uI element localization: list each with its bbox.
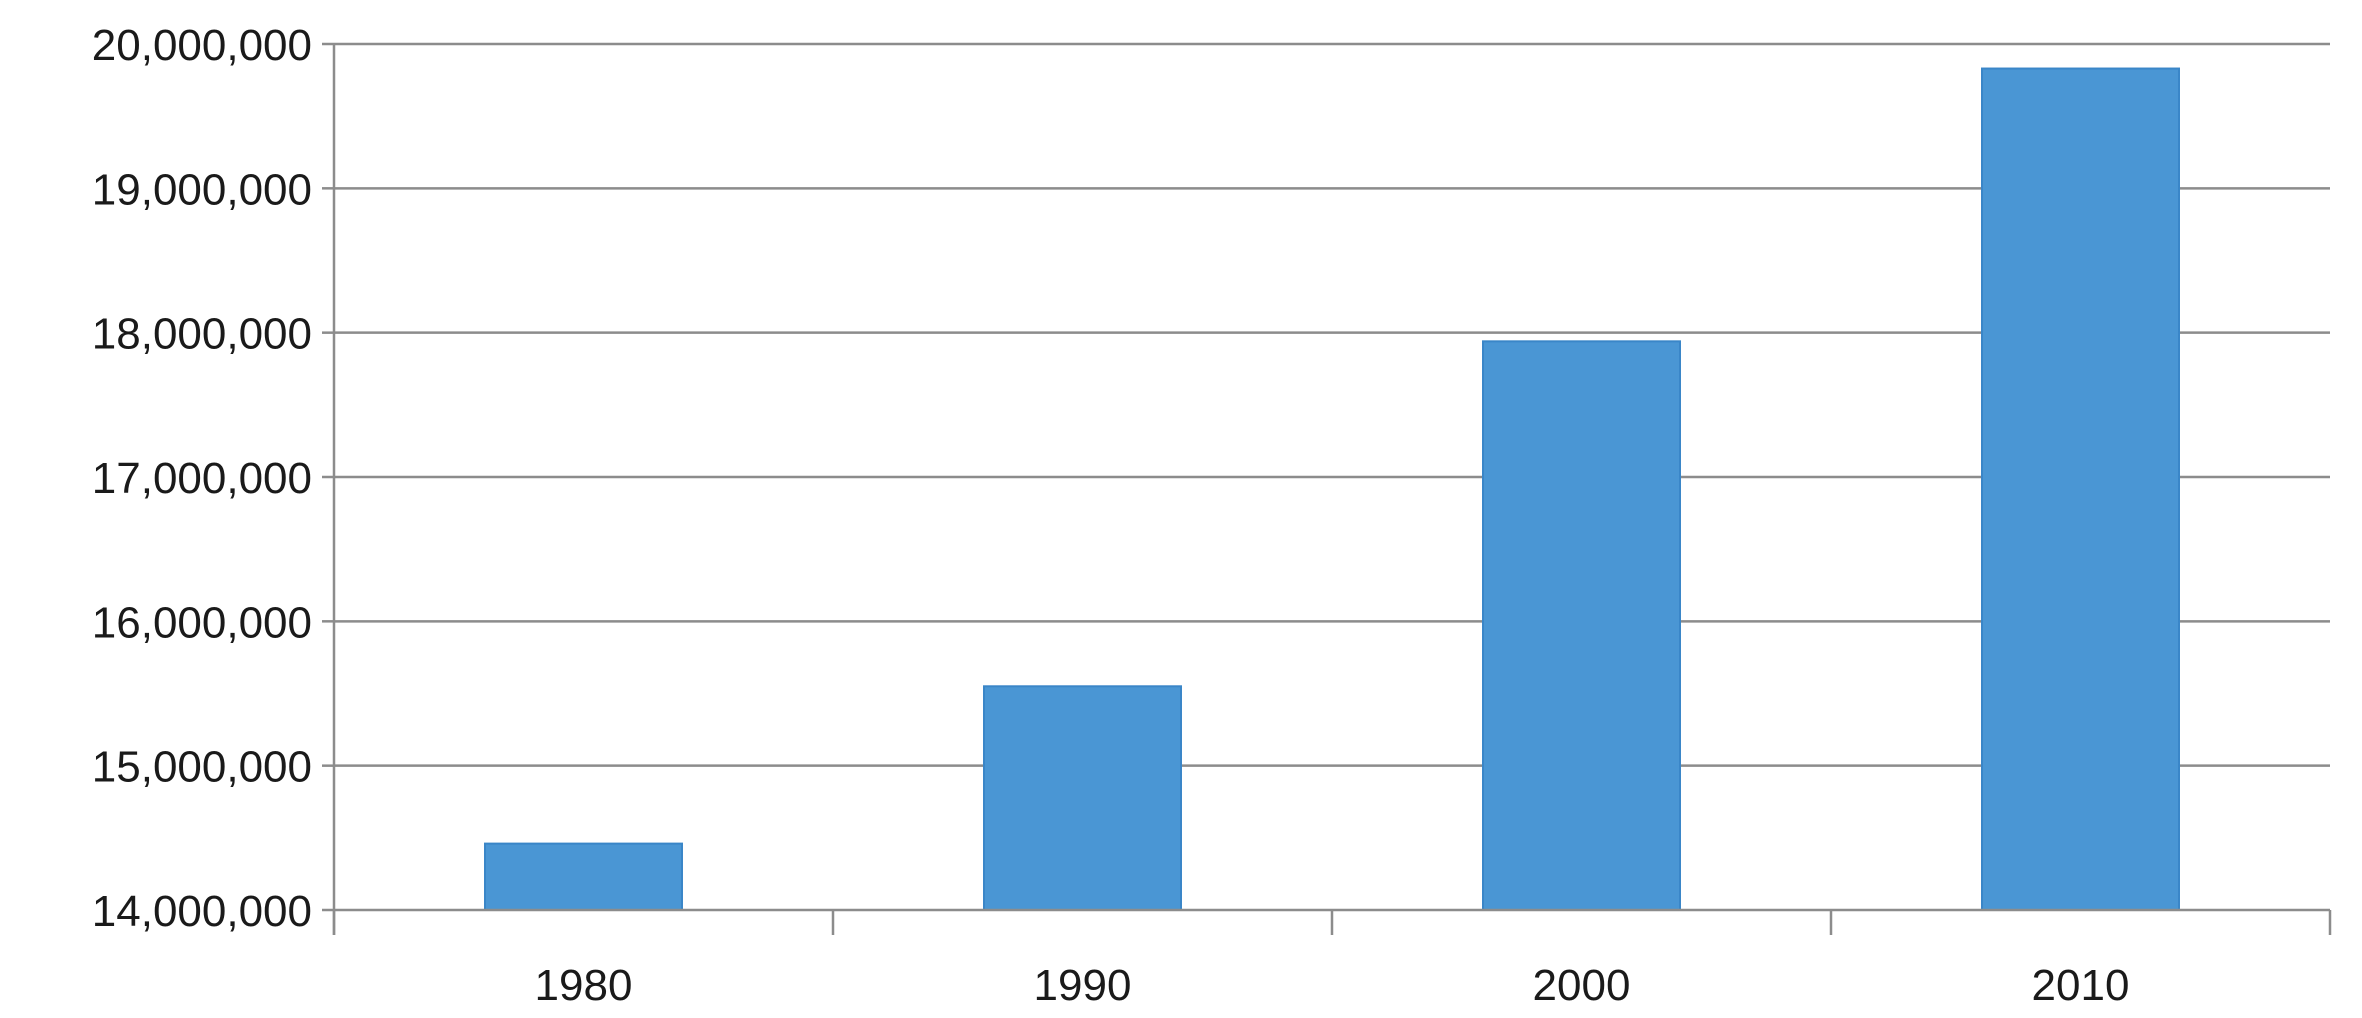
bars	[484, 67, 2180, 912]
x-tick-label: 2010	[2032, 961, 2130, 1010]
y-tick-label: 17,000,000	[92, 454, 312, 503]
bar-2010	[1981, 67, 2180, 911]
bar-2000	[1482, 340, 1681, 911]
y-tick-label: 16,000,000	[92, 598, 312, 647]
bar-1980	[484, 842, 683, 912]
axes	[322, 42, 2332, 935]
y-tick-label: 15,000,000	[92, 743, 312, 792]
y-tick-label: 14,000,000	[92, 887, 312, 936]
y-tick-label: 18,000,000	[92, 310, 312, 359]
x-tick-label: 2000	[1533, 961, 1631, 1010]
y-tick-labels: 14,000,000 15,000,000 16,000,000 17,000,000…	[92, 21, 312, 936]
x-tick-labels: 1980 1990 2000 2010	[535, 961, 2130, 1010]
x-tick-label: 1990	[1034, 961, 1132, 1010]
x-tick-label: 1980	[535, 961, 633, 1010]
bar-1990	[983, 685, 1182, 911]
y-tick-label: 20,000,000	[92, 21, 312, 70]
y-tick-label: 19,000,000	[92, 165, 312, 214]
